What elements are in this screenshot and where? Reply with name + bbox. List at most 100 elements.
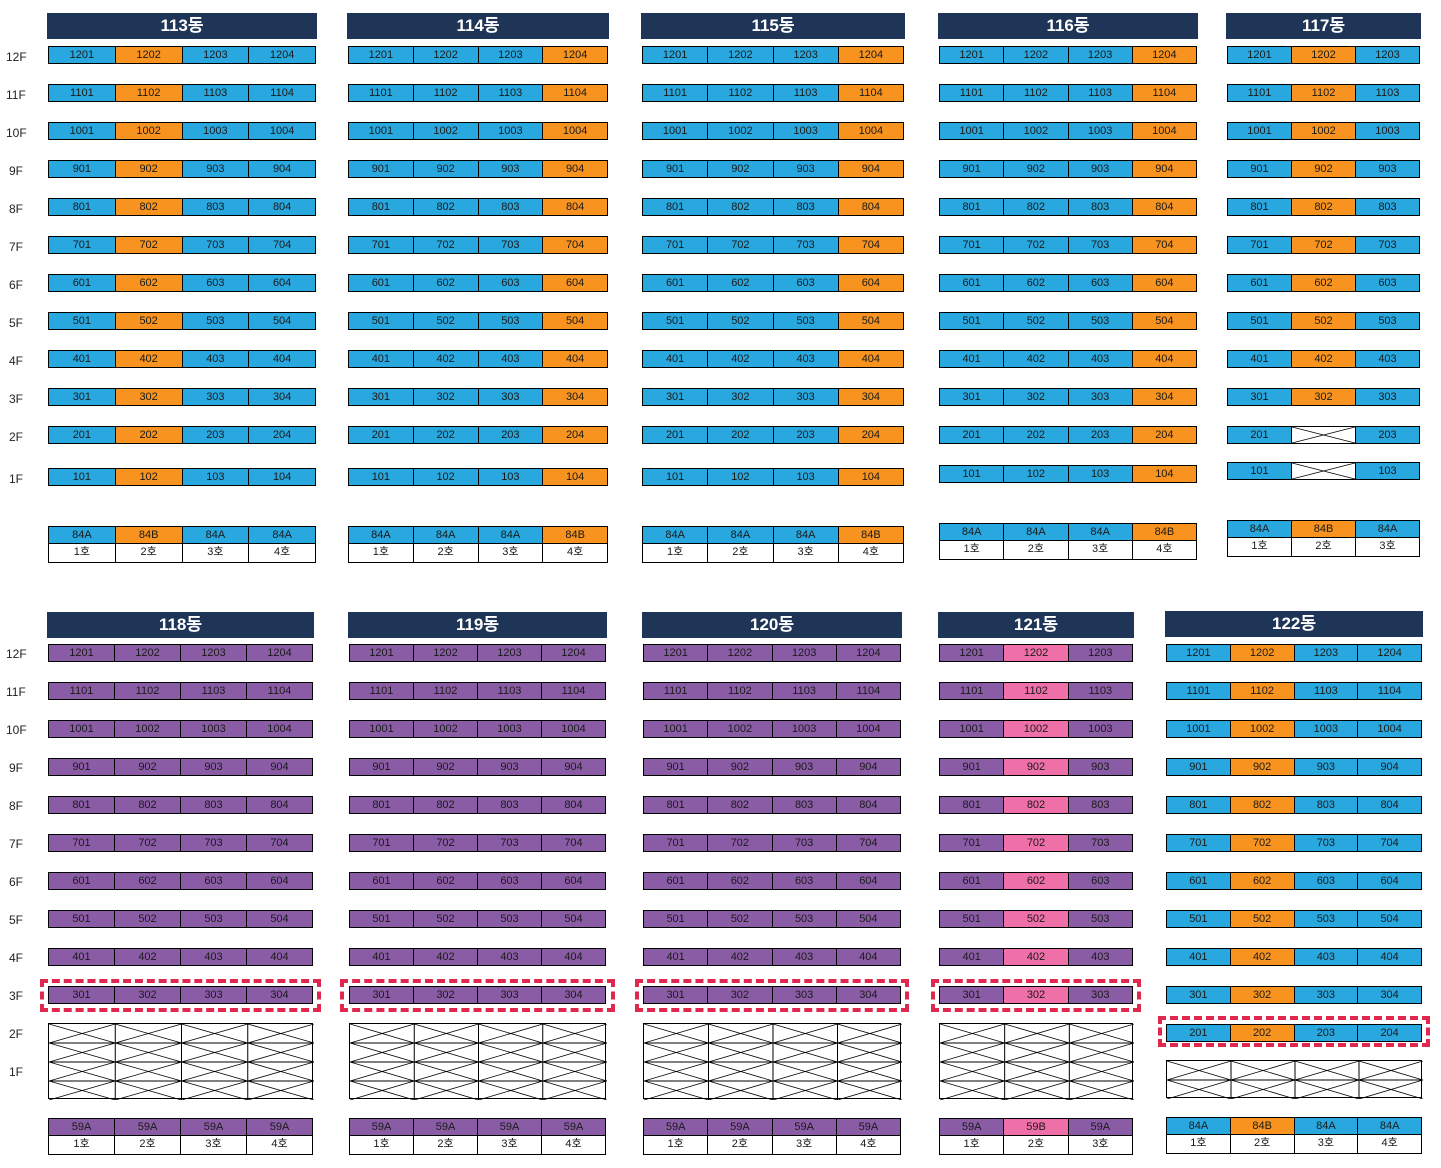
unit-cell[interactable]: 701 bbox=[1228, 237, 1292, 253]
unit-cell[interactable]: 102 bbox=[708, 469, 774, 485]
unit-cell[interactable]: 1202 bbox=[1004, 645, 1069, 661]
unit-cell[interactable]: 201 bbox=[643, 427, 709, 443]
unit-cell[interactable]: 303 bbox=[478, 987, 542, 1003]
unit-cell[interactable]: 804 bbox=[247, 797, 312, 813]
unit-cell[interactable]: 504 bbox=[542, 911, 605, 927]
unit-cell[interactable]: 903 bbox=[773, 161, 839, 177]
unit-cell[interactable]: 403 bbox=[773, 351, 839, 367]
unit-cell[interactable]: 502 bbox=[708, 313, 774, 329]
unit-cell[interactable]: 701 bbox=[940, 835, 1005, 851]
unit-cell[interactable]: 503 bbox=[182, 313, 250, 329]
unit-cell[interactable]: 902 bbox=[708, 161, 774, 177]
unit-cell[interactable]: 804 bbox=[838, 199, 903, 215]
unit-cell[interactable]: 1202 bbox=[115, 47, 183, 63]
unit-cell[interactable]: 204 bbox=[1358, 1025, 1421, 1041]
unit-cell[interactable]: 902 bbox=[413, 161, 479, 177]
unit-cell[interactable]: 1002 bbox=[115, 123, 183, 139]
unit-cell[interactable]: 902 bbox=[1004, 161, 1069, 177]
unit-cell[interactable]: 301 bbox=[49, 987, 115, 1003]
unit-cell[interactable]: 1103 bbox=[181, 683, 247, 699]
unit-cell[interactable]: 304 bbox=[838, 389, 903, 405]
unit-cell[interactable]: 1101 bbox=[49, 85, 116, 101]
unit-cell[interactable]: 201 bbox=[1167, 1025, 1231, 1041]
unit-cell[interactable]: 703 bbox=[1356, 237, 1419, 253]
unit-cell[interactable]: 701 bbox=[349, 237, 414, 253]
unit-cell[interactable]: 402 bbox=[1004, 949, 1069, 965]
unit-cell[interactable]: 801 bbox=[940, 199, 1005, 215]
unit-cell[interactable]: 1201 bbox=[1167, 645, 1231, 661]
unit-cell[interactable]: 703 bbox=[773, 237, 839, 253]
unit-cell[interactable]: 103 bbox=[182, 469, 250, 485]
unit-cell[interactable]: 402 bbox=[1292, 351, 1356, 367]
unit-cell[interactable]: 404 bbox=[1132, 351, 1196, 367]
unit-cell[interactable]: 1102 bbox=[413, 85, 479, 101]
unit-cell[interactable]: 1101 bbox=[644, 683, 709, 699]
unit-cell[interactable]: 1203 bbox=[772, 645, 837, 661]
unit-cell[interactable]: 302 bbox=[1292, 389, 1356, 405]
unit-cell[interactable]: 303 bbox=[182, 389, 250, 405]
unit-cell[interactable]: 603 bbox=[772, 873, 837, 889]
unit-cell[interactable]: 1003 bbox=[181, 721, 247, 737]
unit-cell[interactable]: 404 bbox=[838, 351, 903, 367]
unit-cell[interactable]: 801 bbox=[350, 797, 414, 813]
unit-cell[interactable]: 1201 bbox=[643, 47, 709, 63]
unit-cell[interactable]: 802 bbox=[115, 797, 181, 813]
unit-cell[interactable]: 701 bbox=[643, 237, 709, 253]
unit-cell[interactable]: 701 bbox=[49, 835, 115, 851]
unit-cell[interactable]: 904 bbox=[542, 759, 605, 775]
unit-cell[interactable]: 204 bbox=[1132, 427, 1196, 443]
unit-cell[interactable]: 504 bbox=[836, 911, 900, 927]
unit-cell[interactable]: 602 bbox=[414, 873, 478, 889]
unit-cell[interactable]: 602 bbox=[115, 275, 183, 291]
unit-cell[interactable]: 401 bbox=[940, 351, 1005, 367]
unit-cell[interactable]: 201 bbox=[940, 427, 1005, 443]
unit-cell[interactable]: 302 bbox=[1004, 987, 1069, 1003]
unit-cell[interactable]: 304 bbox=[249, 389, 315, 405]
unit-cell[interactable]: 103 bbox=[1068, 466, 1133, 482]
unit-cell[interactable]: 1101 bbox=[1167, 683, 1231, 699]
unit-cell[interactable]: 403 bbox=[478, 351, 544, 367]
unit-cell[interactable]: 803 bbox=[478, 797, 542, 813]
unit-cell[interactable]: 1001 bbox=[350, 721, 414, 737]
unit-cell[interactable]: 1202 bbox=[708, 47, 774, 63]
unit-cell[interactable]: 901 bbox=[350, 759, 414, 775]
unit-cell[interactable]: 902 bbox=[1230, 759, 1295, 775]
unit-cell[interactable]: 303 bbox=[181, 987, 247, 1003]
unit-cell[interactable]: 1101 bbox=[49, 683, 115, 699]
unit-cell[interactable]: 502 bbox=[1004, 911, 1069, 927]
unit-cell[interactable]: 604 bbox=[836, 873, 900, 889]
unit-cell[interactable]: 603 bbox=[182, 275, 250, 291]
unit-cell[interactable]: 304 bbox=[542, 987, 605, 1003]
unit-cell[interactable]: 702 bbox=[1292, 237, 1356, 253]
unit-cell[interactable]: 501 bbox=[940, 911, 1005, 927]
unit-cell[interactable]: 501 bbox=[350, 911, 414, 927]
unit-cell[interactable]: 404 bbox=[247, 949, 312, 965]
unit-cell[interactable]: 1102 bbox=[414, 683, 478, 699]
unit-cell[interactable]: 902 bbox=[708, 759, 773, 775]
unit-cell[interactable]: 402 bbox=[115, 351, 183, 367]
unit-cell[interactable]: 703 bbox=[1068, 835, 1132, 851]
unit-cell[interactable]: 302 bbox=[708, 987, 773, 1003]
unit-cell[interactable]: 1104 bbox=[542, 683, 605, 699]
unit-cell[interactable]: 101 bbox=[1228, 463, 1292, 479]
unit-cell[interactable]: 1202 bbox=[1004, 47, 1069, 63]
unit-cell[interactable]: 603 bbox=[1294, 873, 1359, 889]
unit-cell[interactable]: 604 bbox=[1358, 873, 1421, 889]
unit-cell[interactable]: 904 bbox=[247, 759, 312, 775]
unit-cell[interactable]: 702 bbox=[708, 237, 774, 253]
unit-cell[interactable]: 502 bbox=[1230, 911, 1295, 927]
unit-cell[interactable]: 1002 bbox=[413, 123, 479, 139]
unit-cell[interactable]: 1204 bbox=[1132, 47, 1196, 63]
unit-cell[interactable]: 401 bbox=[350, 949, 414, 965]
unit-cell[interactable]: 404 bbox=[836, 949, 900, 965]
unit-cell[interactable]: 503 bbox=[478, 911, 542, 927]
unit-cell[interactable]: 1102 bbox=[1004, 683, 1069, 699]
unit-cell[interactable]: 1101 bbox=[1228, 85, 1292, 101]
unit-cell[interactable]: 1002 bbox=[414, 721, 478, 737]
unit-cell[interactable]: 803 bbox=[1356, 199, 1419, 215]
unit-cell[interactable]: 401 bbox=[940, 949, 1005, 965]
unit-cell[interactable]: 1002 bbox=[115, 721, 181, 737]
unit-cell[interactable]: 703 bbox=[772, 835, 837, 851]
unit-cell[interactable]: 1202 bbox=[115, 645, 181, 661]
unit-cell[interactable]: 501 bbox=[1167, 911, 1231, 927]
